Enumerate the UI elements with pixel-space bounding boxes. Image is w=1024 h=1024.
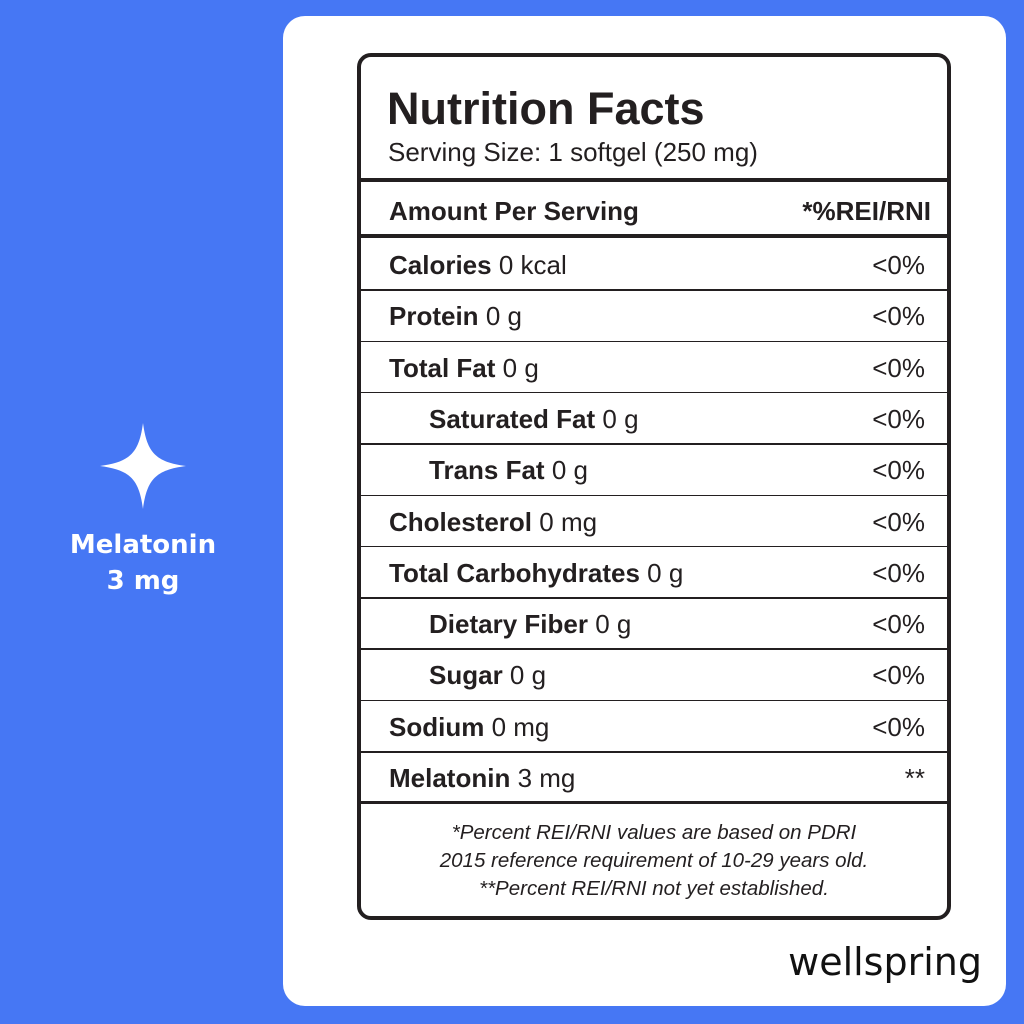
product-name: Melatonin	[69, 530, 217, 560]
nutrient-percent: **	[904, 763, 925, 793]
nutrient: Dietary Fiber 0 g	[429, 609, 631, 640]
nutrient-amount: 0 g	[602, 403, 639, 434]
star-icon	[100, 423, 186, 509]
label-title: Nutrition Facts	[387, 83, 705, 134]
nutrient: Calories 0 kcal	[389, 250, 567, 281]
nutrient-percent: <0%	[872, 455, 925, 486]
divider	[361, 178, 947, 182]
nutrient-percent: <0%	[872, 250, 925, 280]
nutrient-amount: 0 mg	[491, 711, 550, 742]
divider	[361, 340, 947, 343]
nutrient-row: Total Fat 0 g <0%	[361, 341, 947, 392]
nutrient-percent: <0%	[872, 609, 925, 640]
nutrient-percent: <0%	[872, 403, 925, 434]
nutrient-percent: <0%	[872, 557, 925, 588]
nutrient-amount: 0 g	[551, 455, 588, 486]
footnotes: *Percent REI/RNI values are based on PDR…	[361, 819, 947, 903]
nutrient-amount: 0 kcal	[498, 250, 567, 280]
nutrient: Total Fat 0 g	[389, 353, 539, 384]
header-left: Amount Per Serving	[389, 196, 639, 226]
divider	[361, 494, 947, 496]
nutrient-row: Calories 0 kcal <0%	[361, 238, 947, 289]
nutrient: Saturated Fat 0 g	[429, 404, 639, 435]
nutrient-name: Trans Fat	[429, 455, 545, 486]
nutrient-row: Dietary Fiber 0 g <0%	[361, 597, 947, 648]
nutrient-row: Cholesterol 0 mg <0%	[361, 495, 947, 546]
header-right: *%REI/RNI	[802, 196, 931, 226]
divider	[361, 234, 947, 238]
divider	[361, 545, 947, 548]
nutrient-percent: <0%	[872, 660, 925, 691]
nutrient-percent: <0%	[872, 301, 925, 332]
nutrient-name: Protein	[389, 301, 479, 332]
nutrient: Protein 0 g	[389, 301, 522, 332]
divider	[361, 597, 947, 599]
nutrition-label: Nutrition Facts Serving Size: 1 softgel …	[357, 53, 951, 920]
nutrient-name: Total Carbohydrates	[389, 557, 640, 588]
nutrient: Melatonin 3 mg	[389, 763, 575, 794]
nutrient: Cholesterol 0 mg	[389, 507, 597, 538]
divider	[361, 699, 947, 702]
footnote: *Percent REI/RNI values are based on PDR…	[451, 821, 857, 844]
nutrient-row: Sodium 0 mg <0%	[361, 700, 947, 751]
divider	[361, 289, 947, 291]
brand: wellspring	[788, 940, 982, 984]
footnote: **Percent REI/RNI not yet established.	[479, 877, 829, 900]
nutrient-amount: 0 g	[485, 301, 522, 332]
nutrient-percent: <0%	[872, 711, 925, 742]
nutrient-row: Total Carbohydrates 0 g <0%	[361, 546, 947, 597]
nutrient-name: Saturated Fat	[429, 403, 596, 434]
nutrient-amount: 3 mg	[517, 763, 576, 793]
divider	[361, 443, 947, 445]
divider	[361, 751, 947, 753]
nutrient-amount: 0 mg	[539, 506, 598, 537]
nutrient-amount: 0 g	[502, 352, 539, 383]
nutrient-name: Total Fat	[389, 352, 496, 383]
nutrient-name: Melatonin	[389, 763, 511, 793]
nutrient-name: Dietary Fiber	[429, 609, 588, 640]
nutrient-row: Trans Fat 0 g <0%	[361, 443, 947, 494]
nutrient: Trans Fat 0 g	[429, 455, 588, 486]
nutrient: Sugar 0 g	[429, 660, 546, 691]
divider	[361, 648, 947, 650]
nutrient-row: Saturated Fat 0 g <0%	[361, 392, 947, 443]
nutrient-percent: <0%	[872, 352, 925, 383]
header-row: Amount Per Serving *%REI/RNI	[361, 184, 947, 235]
nutrient-row: Sugar 0 g <0%	[361, 648, 947, 699]
nutrient-name: Calories	[389, 250, 492, 280]
nutrient-amount: 0 g	[647, 557, 684, 588]
nutrient-percent: <0%	[872, 506, 925, 537]
divider	[361, 801, 947, 805]
nutrient-amount: 0 g	[509, 660, 547, 691]
nutrient: Sodium 0 mg	[389, 712, 549, 743]
nutrient-row: Protein 0 g <0%	[361, 289, 947, 340]
nutrient-amount: 0 g	[595, 609, 632, 640]
divider	[361, 391, 947, 394]
nutrient-row: Melatonin 3 mg **	[361, 751, 947, 802]
nutrient: Total Carbohydrates 0 g	[389, 558, 683, 589]
nutrient-name: Cholesterol	[389, 506, 533, 537]
nutrient-name: Sodium	[389, 711, 485, 742]
serving-size: Serving Size: 1 softgel (250 mg)	[388, 137, 758, 167]
product-dose: 3 mg	[106, 566, 180, 596]
footnote: 2015 reference requirement of 10-29 year…	[439, 849, 869, 872]
nutrient-name: Sugar	[429, 660, 503, 691]
